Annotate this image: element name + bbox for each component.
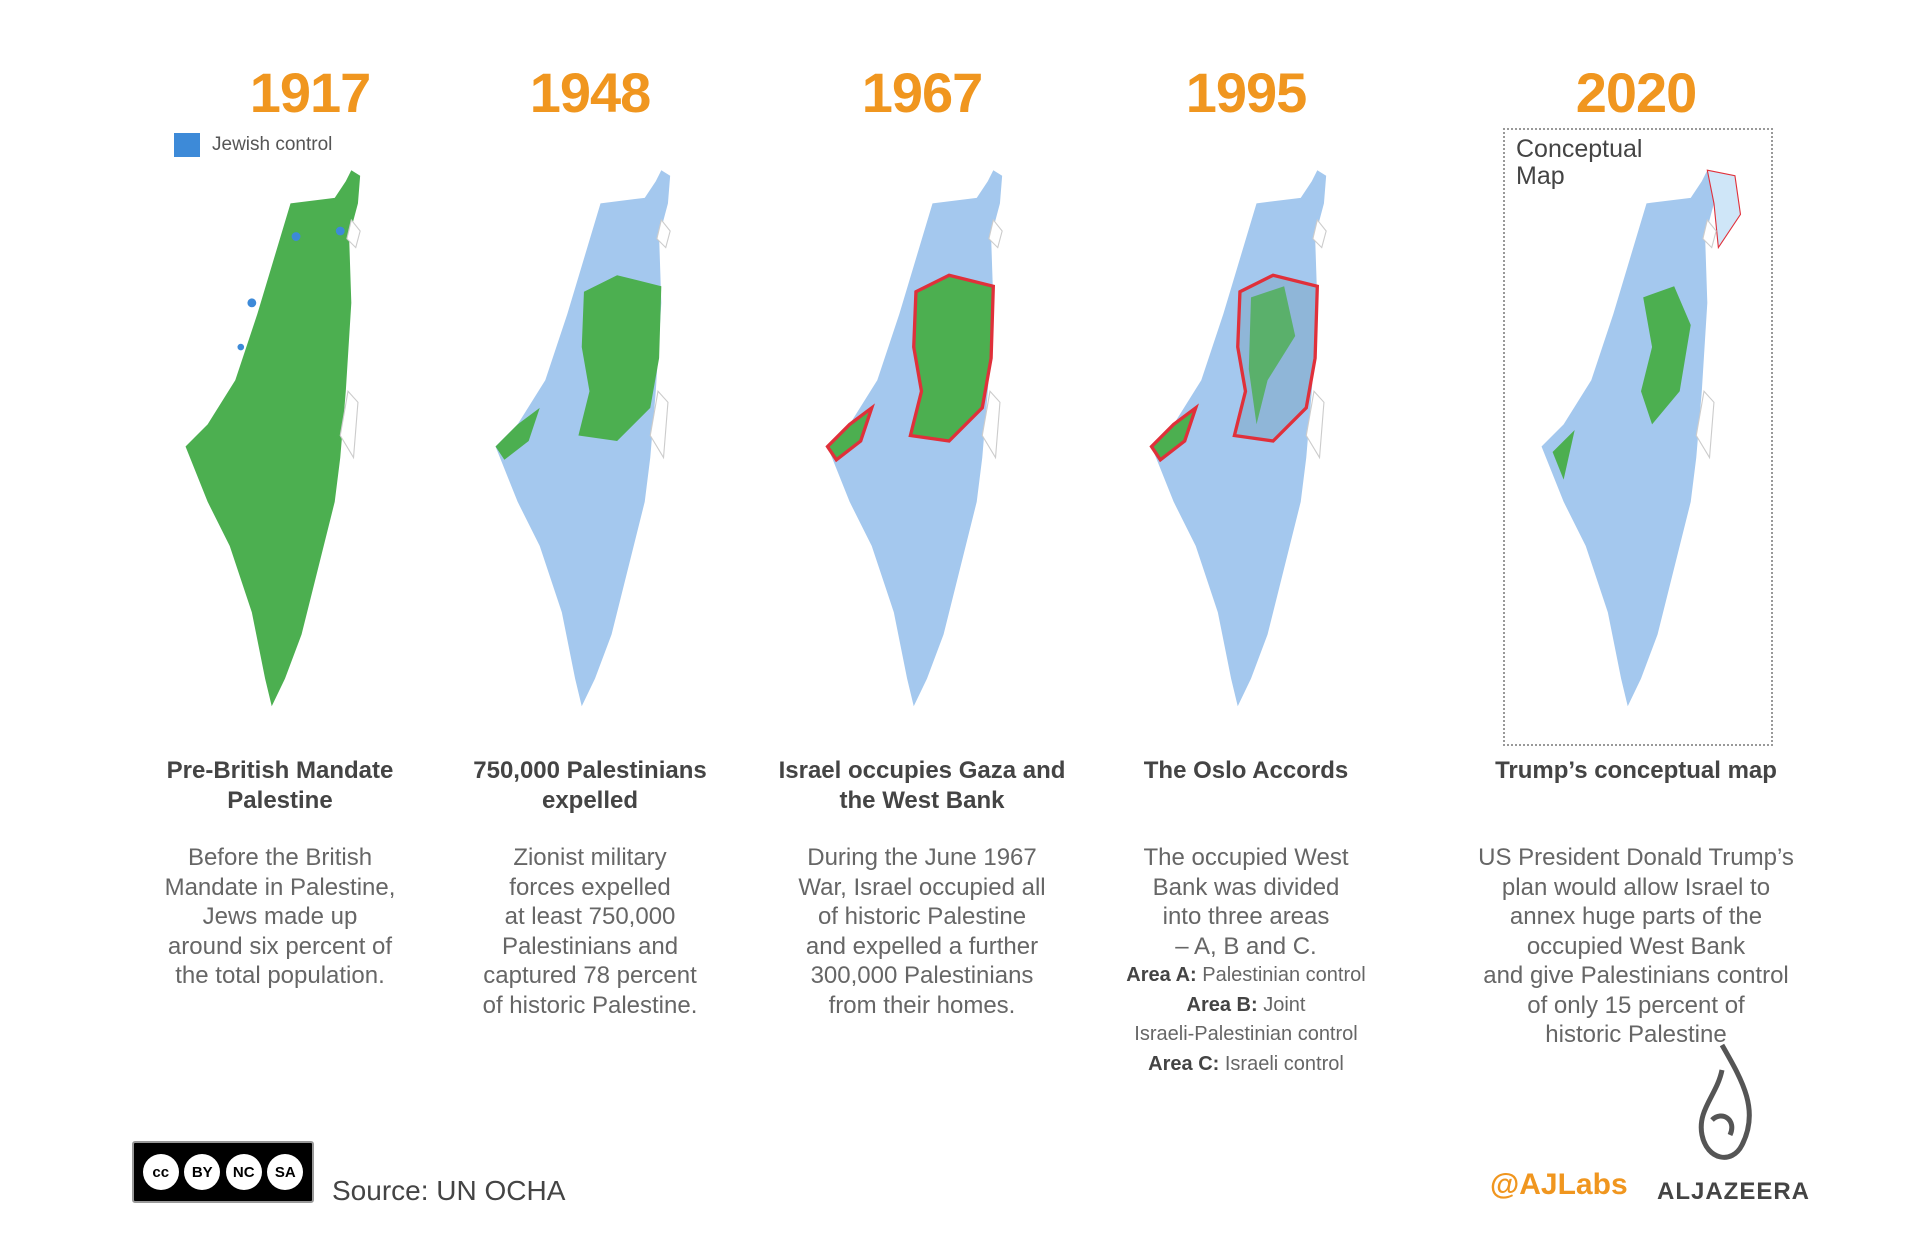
description-line: During the June 1967 <box>807 844 1037 871</box>
description-line: at least 750,000 <box>504 903 676 930</box>
panel-description: The occupied West Bank was divided into th… <box>1076 843 1416 1079</box>
panel-description: Zionist military forces expelled at least … <box>420 843 760 1020</box>
description-line: of only 15 percent of <box>1527 991 1745 1019</box>
panel-title: Trump’s conceptual map <box>1495 757 1777 784</box>
source-text: Source: UN OCHA <box>332 1175 566 1206</box>
panel-title: Israel occupies Gaza and the West Bank <box>778 757 1066 814</box>
description-line: Before the British <box>187 844 373 871</box>
description-line: from their homes. <box>828 991 1016 1019</box>
conceptual-map-label: Conceptual Map <box>1516 135 1643 190</box>
description-line: forces expelled <box>509 873 671 901</box>
description-line: US President Donald Trump’s <box>1478 844 1794 871</box>
description-line: Jews made up <box>202 903 358 930</box>
map-2020 <box>1536 141 1742 741</box>
panel-description: US President Donald Trump’s plan would al… <box>1466 843 1806 1050</box>
jewish-control-swatch <box>174 133 200 157</box>
map-1967 <box>822 141 1022 741</box>
description-line: 300,000 Palestinians <box>810 962 1034 989</box>
description-line: War, Israel occupied all <box>798 873 1046 901</box>
panel-title: Pre-British Mandate Palestine <box>166 757 394 814</box>
description-line: around six percent of <box>167 932 393 960</box>
description-line: of historic Palestine <box>817 903 1027 930</box>
conceptual-map-box <box>1503 128 1773 746</box>
description-line: historic Palestine <box>1545 1021 1727 1048</box>
area-line: Israeli-Palestinian control <box>1134 1023 1358 1045</box>
map-1995 <box>1146 141 1346 741</box>
description-line: the total population. <box>175 962 385 989</box>
area-line: Area A: Palestinian control <box>1126 964 1366 986</box>
panel-description: Before the British Mandate in Palestine, J… <box>110 843 450 991</box>
panel-title: 750,000 Palestinians expelled <box>473 757 707 814</box>
description-line: Zionist military <box>513 844 667 871</box>
legend: Jewish control <box>174 133 332 157</box>
description-line: and expelled a further <box>805 932 1039 960</box>
description-line: into three areas <box>1162 903 1330 930</box>
description-line: Palestinians and <box>501 932 679 960</box>
year-1917: 1917 <box>249 61 372 124</box>
description-line: annex huge parts of the <box>1509 903 1763 930</box>
year-1967: 1967 <box>861 61 984 124</box>
description-line: Bank was divided <box>1152 873 1340 901</box>
aljazeera-wordmark: ALJAZEERA <box>1657 1178 1811 1205</box>
panel-description: During the June 1967 War, Israel occupied… <box>752 843 1092 1020</box>
legend-label: Jewish control <box>212 134 333 155</box>
area-line: Area B: Joint <box>1186 993 1306 1016</box>
ajlabs-handle: @AJLabs <box>1490 1168 1628 1201</box>
area-line: Area C: Israeli control <box>1148 1052 1344 1075</box>
description-line: The occupied West <box>1143 844 1349 871</box>
map-1948 <box>490 141 690 741</box>
description-line: of historic Palestine. <box>482 991 698 1019</box>
description-line: – A, B and C. <box>1175 932 1317 960</box>
description-line: plan would allow Israel to <box>1501 873 1771 901</box>
creative-commons-badge: cc BY NC SA <box>132 1141 314 1203</box>
description-line: occupied West Bank <box>1526 932 1746 960</box>
description-line: and give Palestinians control <box>1483 962 1789 989</box>
map-1917 <box>180 141 380 741</box>
year-1948: 1948 <box>529 61 652 124</box>
panel-title: The Oslo Accords <box>1143 757 1349 784</box>
year-2020: 2020 <box>1575 61 1698 124</box>
aljazeera-logo-icon <box>1698 1043 1752 1160</box>
description-line: Mandate in Palestine, <box>164 873 396 901</box>
description-line: captured 78 percent <box>483 962 697 989</box>
year-1995: 1995 <box>1185 61 1308 124</box>
